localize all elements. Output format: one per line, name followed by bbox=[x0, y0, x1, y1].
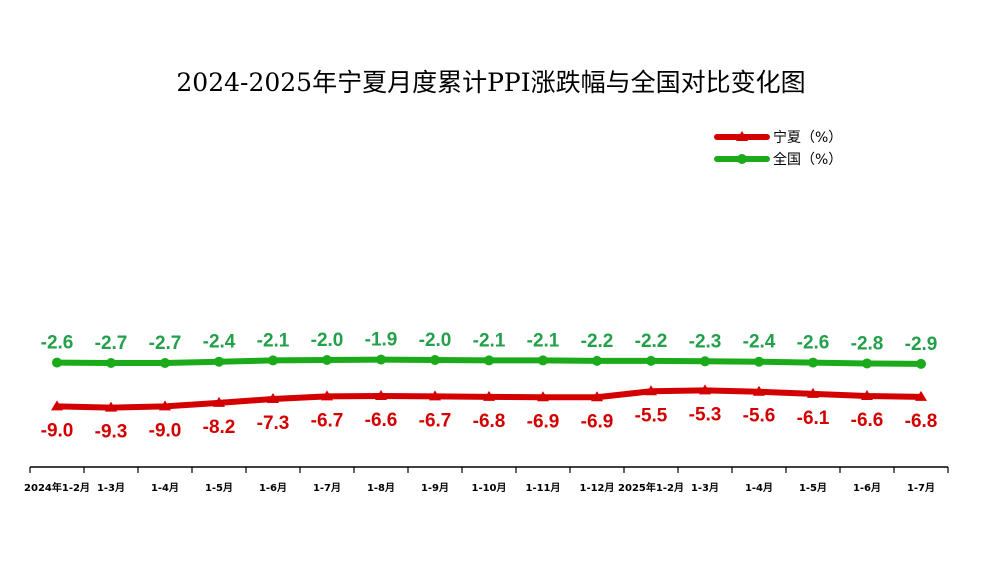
data-point-ningxia bbox=[213, 396, 225, 407]
data-point-national bbox=[484, 355, 494, 366]
data-label-national: -2.1 bbox=[527, 330, 560, 351]
data-label-national: -2.7 bbox=[95, 333, 128, 354]
data-label-ningxia: -6.8 bbox=[473, 411, 506, 432]
data-label-national: -2.7 bbox=[149, 333, 182, 354]
data-point-national bbox=[214, 356, 224, 367]
data-label-national: -2.9 bbox=[905, 334, 938, 355]
data-label-ningxia: -5.6 bbox=[743, 406, 776, 427]
x-tick-label: 1-12月 bbox=[579, 482, 614, 494]
data-point-national bbox=[52, 357, 62, 368]
data-label-ningxia: -9.0 bbox=[149, 420, 182, 441]
data-point-ningxia bbox=[699, 384, 711, 395]
data-point-ningxia bbox=[753, 385, 765, 396]
data-label-ningxia: -9.0 bbox=[41, 420, 74, 441]
series-layer bbox=[51, 354, 927, 412]
data-label-ningxia: -9.3 bbox=[95, 422, 128, 443]
x-tick-label: 1-7月 bbox=[313, 482, 341, 494]
legend-label: 全国（%） bbox=[773, 151, 842, 168]
data-point-ningxia bbox=[807, 387, 819, 398]
x-tick-label: 1-4月 bbox=[745, 482, 773, 494]
data-labels: -9.0 -9.3 -9.0 -8.2 -7.3 -6.7 -6.6 -6.7 -6.8 -6.9… bbox=[41, 330, 938, 443]
data-point-ningxia bbox=[645, 385, 657, 396]
data-label-ningxia: -6.7 bbox=[311, 410, 344, 431]
data-label-national: -2.6 bbox=[41, 333, 74, 354]
data-label-national: -2.1 bbox=[257, 330, 290, 351]
data-point-national bbox=[808, 357, 818, 368]
data-label-national: -2.4 bbox=[743, 332, 776, 353]
data-point-ningxia bbox=[375, 390, 387, 400]
x-tick-label: 2024年1-2月 bbox=[24, 481, 90, 494]
x-tick-label: 1-10月 bbox=[471, 482, 506, 494]
data-point-national bbox=[322, 355, 332, 365]
x-tick-label: 1-7月 bbox=[907, 482, 935, 494]
data-label-ningxia: -5.5 bbox=[635, 405, 668, 426]
data-point-ningxia bbox=[915, 390, 927, 401]
data-point-ningxia bbox=[591, 391, 603, 402]
x-tick-label: 1-6月 bbox=[259, 482, 287, 494]
data-point-national bbox=[862, 358, 872, 369]
x-tick-label: 1-3月 bbox=[691, 482, 719, 494]
data-label-national: -2.1 bbox=[473, 330, 506, 351]
data-point-ningxia bbox=[861, 390, 873, 400]
legend: 宁夏（%） 全国（%） bbox=[714, 129, 842, 168]
legend-label: 宁夏（%） bbox=[773, 129, 842, 146]
data-label-ningxia: -6.6 bbox=[365, 410, 398, 431]
data-label-ningxia: -6.7 bbox=[419, 410, 452, 431]
data-point-national bbox=[646, 355, 656, 366]
data-label-national: -2.6 bbox=[797, 333, 830, 354]
x-tick-label: 1-8月 bbox=[367, 482, 395, 494]
data-point-national bbox=[700, 356, 710, 367]
data-label-ningxia: -8.2 bbox=[203, 417, 236, 438]
data-point-national bbox=[916, 358, 926, 369]
data-point-national bbox=[592, 355, 602, 366]
data-point-ningxia bbox=[321, 390, 333, 401]
x-tick-label: 1-4月 bbox=[151, 482, 179, 494]
data-point-national bbox=[160, 358, 170, 369]
data-label-ningxia: -6.9 bbox=[581, 411, 614, 432]
chart-title: 2024-2025年宁夏月度累计PPI涨跌幅与全国对比变化图 bbox=[176, 68, 805, 97]
data-label-ningxia: -6.1 bbox=[797, 408, 830, 429]
data-label-national: -2.3 bbox=[689, 331, 722, 352]
data-point-ningxia bbox=[105, 401, 117, 412]
data-label-ningxia: -6.9 bbox=[527, 411, 560, 432]
legend-marker-circle bbox=[737, 154, 747, 164]
data-point-national bbox=[106, 358, 116, 369]
x-tick-label: 1-9月 bbox=[421, 482, 449, 494]
data-label-national: -2.2 bbox=[581, 331, 614, 352]
data-point-national bbox=[538, 355, 548, 366]
data-point-national bbox=[268, 355, 278, 366]
data-point-national bbox=[430, 355, 440, 365]
data-point-ningxia bbox=[537, 391, 549, 402]
x-tick-label: 1-5月 bbox=[205, 482, 233, 494]
data-label-national: -2.4 bbox=[203, 332, 236, 353]
data-point-ningxia bbox=[51, 400, 63, 411]
data-label-ningxia: -6.8 bbox=[905, 411, 938, 432]
legend-marker-triangle bbox=[736, 131, 748, 141]
data-label-national: -2.8 bbox=[851, 333, 884, 354]
data-label-ningxia: -6.6 bbox=[851, 410, 884, 431]
data-label-ningxia: -7.3 bbox=[257, 413, 290, 434]
data-point-ningxia bbox=[483, 390, 495, 401]
data-point-ningxia bbox=[267, 393, 279, 404]
x-tick-label: 1-3月 bbox=[97, 482, 125, 494]
data-point-national bbox=[376, 354, 386, 365]
x-tick-label: 1-11月 bbox=[525, 482, 560, 494]
data-point-ningxia bbox=[429, 390, 441, 401]
data-label-national: -2.0 bbox=[419, 330, 452, 351]
data-point-national bbox=[754, 356, 764, 367]
data-label-national: -1.9 bbox=[365, 330, 398, 351]
x-tick-label: 1-5月 bbox=[799, 482, 827, 494]
x-tick-label: 2025年1-2月 bbox=[618, 481, 684, 494]
x-axis: 2024年1-2月 1-3月 1-4月 1-5月 1-6月 1-7月 1-8月 1-9月 1-1… bbox=[24, 466, 949, 494]
data-label-national: -2.2 bbox=[635, 331, 668, 352]
data-label-national: -2.0 bbox=[311, 330, 344, 351]
data-label-ningxia: -5.3 bbox=[689, 404, 722, 425]
data-point-ningxia bbox=[159, 400, 171, 411]
x-tick-label: 1-6月 bbox=[853, 482, 881, 494]
